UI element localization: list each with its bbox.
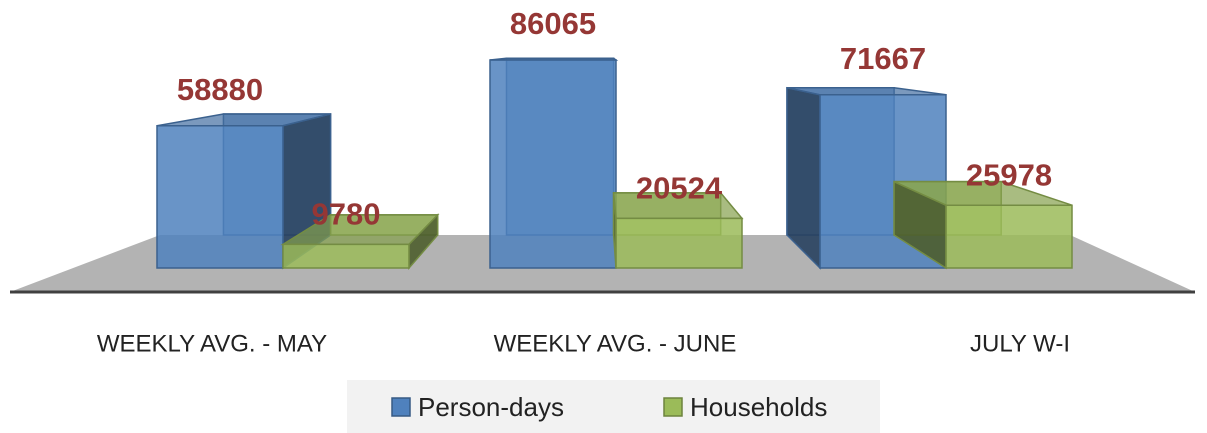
legend-swatch: [663, 397, 683, 417]
bar: [489, 57, 619, 269]
value-label: 58880: [177, 72, 263, 107]
bar-front: [615, 217, 743, 269]
x-tick-label: WEEKLY AVG. - MAY: [97, 330, 327, 357]
value-label: 25978: [966, 157, 1052, 192]
bar: [280, 213, 440, 271]
legend-box: [347, 380, 880, 433]
value-label: 9780: [312, 197, 381, 232]
legend-label: Households: [690, 392, 827, 422]
legend-swatch: [391, 397, 411, 417]
bar-front: [282, 243, 410, 269]
legend-label: Person-days: [418, 392, 564, 422]
value-label: 71667: [840, 41, 926, 76]
bar-front: [945, 204, 1073, 269]
bar: [893, 180, 1073, 270]
bar-side: [786, 86, 821, 270]
x-tick-label: JULY W-I: [970, 330, 1070, 357]
value-label: 86065: [510, 6, 596, 41]
x-tick-label: WEEKLY AVG. - JUNE: [494, 330, 737, 357]
bar-front: [156, 124, 284, 269]
bar: [612, 192, 744, 269]
value-label: 20524: [636, 171, 723, 206]
bar-front: [489, 59, 617, 269]
